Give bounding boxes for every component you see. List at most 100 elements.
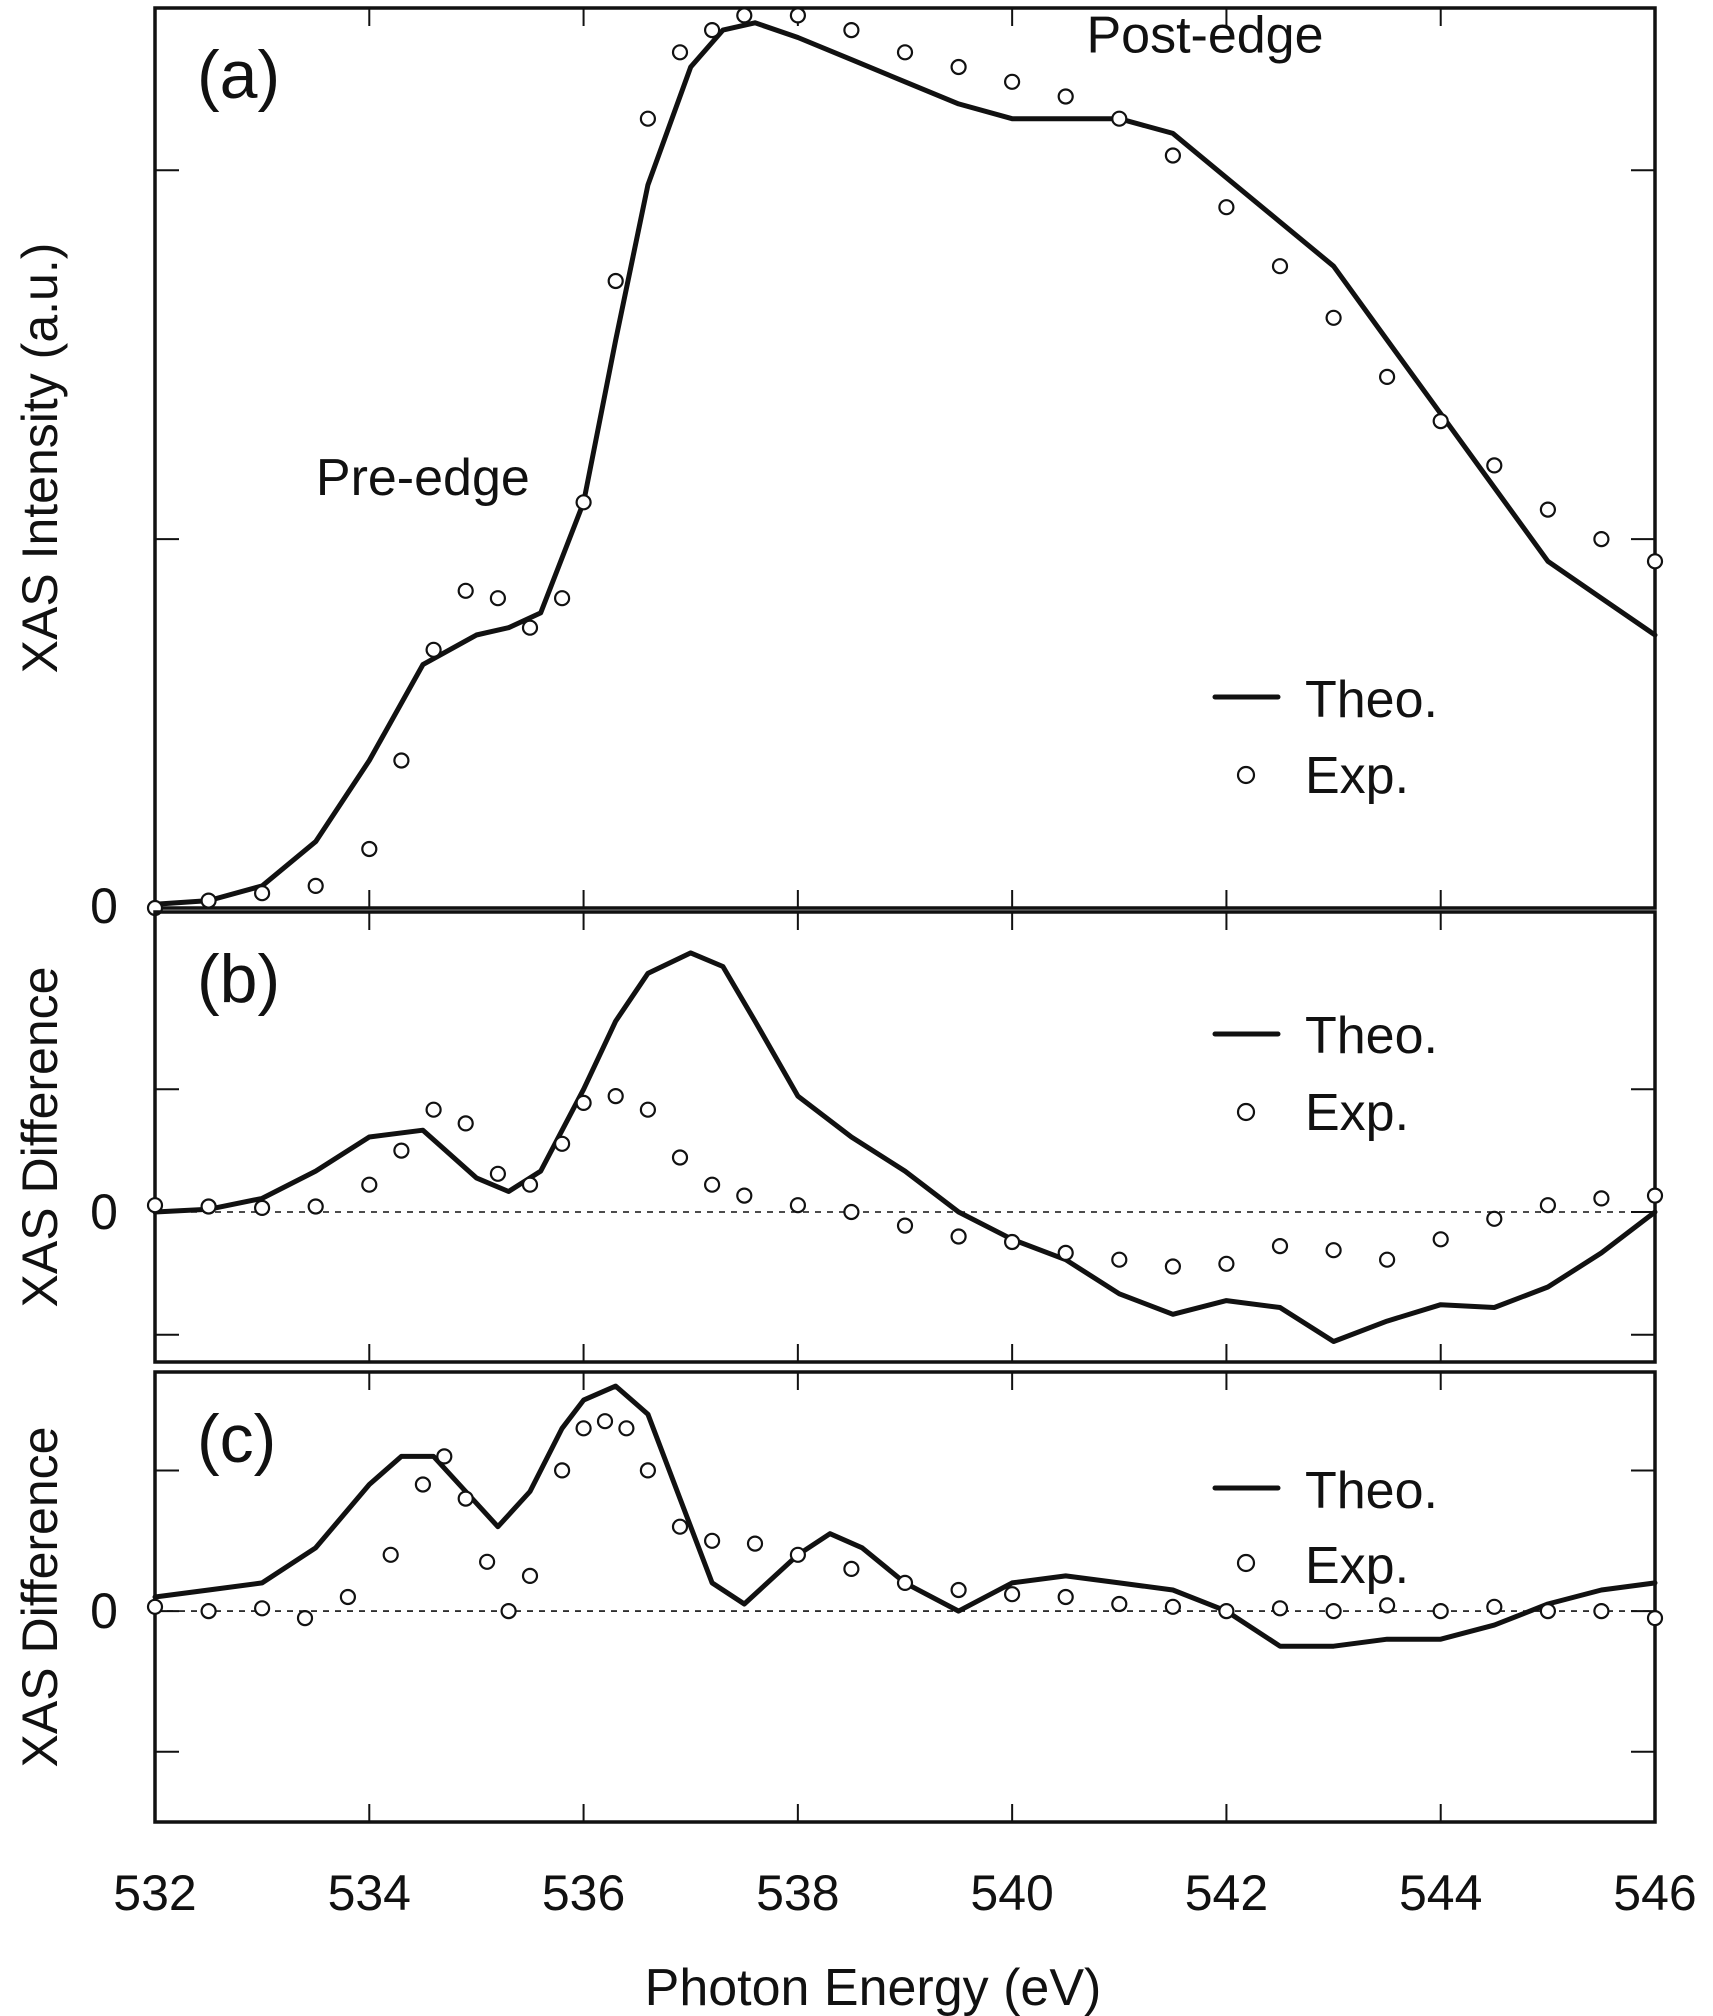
panel-label-b: (b) — [197, 941, 280, 1017]
exp-point-c-11 — [521, 1567, 539, 1585]
exp-point-b-22 — [1057, 1244, 1074, 1262]
exp-point-a-10 — [553, 590, 571, 607]
exp-point-c-12 — [553, 1462, 571, 1479]
exp-point-c-4 — [339, 1588, 356, 1606]
exp-point-b-9 — [521, 1176, 539, 1193]
exp-point-c-36 — [1646, 1609, 1664, 1627]
legend-exp-label-b: Exp. — [1305, 1084, 1409, 1142]
exp-point-b-11 — [575, 1094, 592, 1112]
exp-point-b-15 — [703, 1176, 721, 1193]
x-tick-label-540: 540 — [970, 1865, 1053, 1921]
exp-point-c-13 — [575, 1420, 592, 1437]
y-axis-title-a: XAS Intensity (a.u.) — [12, 243, 68, 674]
panel-frame-b — [153, 910, 1657, 1364]
exp-point-c-35 — [1593, 1602, 1610, 1620]
exp-point-b-25 — [1218, 1255, 1235, 1272]
exp-point-a-13 — [639, 110, 657, 127]
exp-point-c-32 — [1432, 1602, 1449, 1620]
x-tick-label-532: 532 — [113, 1865, 196, 1921]
exp-point-a-33 — [1646, 553, 1664, 570]
exp-point-a-9 — [521, 619, 539, 636]
x-tick-label-538: 538 — [756, 1865, 839, 1921]
x-axis-title: Photon Energy (eV) — [645, 1959, 1102, 2016]
exp-point-b-5 — [393, 1142, 410, 1159]
exp-point-b-33 — [1646, 1187, 1664, 1204]
exp-point-b-18 — [843, 1203, 860, 1221]
exp-point-a-3 — [307, 877, 324, 895]
exp-point-a-15 — [703, 22, 721, 39]
exp-point-c-25 — [1057, 1588, 1074, 1606]
exp-point-b-29 — [1432, 1231, 1449, 1248]
series-theo-line-a — [152, 20, 1658, 907]
exp-point-c-24 — [1003, 1586, 1021, 1603]
exp-point-b-2 — [254, 1199, 271, 1217]
exp-point-a-4 — [361, 840, 378, 858]
exp-point-a-21 — [1003, 73, 1021, 90]
exp-point-c-8 — [457, 1490, 474, 1507]
exp-point-c-6 — [414, 1476, 431, 1493]
exp-point-b-19 — [896, 1217, 914, 1234]
exp-point-a-18 — [843, 22, 860, 39]
exp-point-b-7 — [457, 1115, 474, 1132]
exp-point-c-5 — [382, 1546, 399, 1563]
y-axis-title-c: XAS Difference — [12, 1427, 68, 1768]
exp-point-b-26 — [1271, 1237, 1289, 1255]
exp-point-c-3 — [296, 1609, 314, 1627]
exp-point-b-13 — [639, 1101, 657, 1118]
x-tick-label-542: 542 — [1185, 1865, 1268, 1921]
panel-frame-a — [153, 6, 1657, 910]
exp-point-c-0 — [146, 1598, 164, 1615]
exp-point-c-33 — [1486, 1598, 1503, 1615]
exp-point-c-16 — [639, 1462, 657, 1479]
exp-point-c-18 — [703, 1532, 721, 1549]
exp-point-a-28 — [1378, 368, 1396, 385]
panel-frame-c — [153, 1370, 1657, 1824]
exp-point-c-22 — [896, 1574, 914, 1592]
y-zero-label-c: 0 — [90, 1583, 118, 1639]
exp-point-c-27 — [1164, 1598, 1182, 1615]
exp-point-b-1 — [200, 1198, 217, 1215]
exp-point-c-31 — [1378, 1597, 1396, 1614]
exp-point-a-11 — [575, 494, 592, 511]
exp-point-c-34 — [1539, 1602, 1557, 1620]
exp-point-c-14 — [596, 1413, 614, 1430]
exp-point-b-8 — [489, 1165, 506, 1182]
exp-point-c-1 — [200, 1602, 217, 1620]
exp-point-a-7 — [457, 582, 474, 599]
exp-point-c-20 — [789, 1546, 807, 1563]
x-tick-label-536: 536 — [542, 1865, 625, 1921]
exp-point-b-6 — [425, 1101, 442, 1118]
exp-point-a-29 — [1432, 413, 1449, 430]
exp-point-b-4 — [361, 1176, 378, 1193]
exp-point-c-2 — [254, 1600, 271, 1617]
exp-point-c-10 — [500, 1602, 517, 1620]
legend-theo-label-c: Theo. — [1305, 1462, 1438, 1520]
exp-point-a-22 — [1057, 88, 1074, 105]
exp-point-b-14 — [671, 1149, 689, 1166]
exp-point-b-0 — [146, 1197, 164, 1214]
exp-point-a-31 — [1539, 501, 1557, 518]
legend-exp-marker-a — [1236, 765, 1256, 785]
exp-point-c-29 — [1271, 1600, 1289, 1617]
exp-point-a-20 — [950, 58, 967, 76]
legend-exp-marker-c — [1236, 1553, 1256, 1573]
exp-point-b-31 — [1539, 1197, 1557, 1214]
exp-point-a-5 — [393, 752, 410, 769]
y-axis-title-b: XAS Difference — [12, 967, 68, 1308]
y-zero-label-b: 0 — [90, 1184, 118, 1240]
panel-label-a: (a) — [197, 37, 280, 113]
exp-point-a-16 — [736, 7, 753, 24]
exp-point-c-9 — [479, 1553, 496, 1570]
exp-point-c-7 — [436, 1448, 453, 1465]
legend-exp-marker-b — [1236, 1102, 1256, 1122]
exp-point-a-8 — [489, 590, 506, 607]
exp-point-a-30 — [1486, 457, 1503, 474]
exp-point-a-12 — [607, 272, 624, 290]
exp-point-b-24 — [1164, 1258, 1182, 1275]
panel-label-c: (c) — [197, 1401, 276, 1477]
exp-point-b-32 — [1593, 1190, 1610, 1207]
exp-point-b-28 — [1378, 1251, 1396, 1268]
x-tick-label-546: 546 — [1613, 1865, 1696, 1921]
series-theo-line-b — [152, 950, 1658, 1344]
exp-point-c-19 — [746, 1535, 764, 1552]
